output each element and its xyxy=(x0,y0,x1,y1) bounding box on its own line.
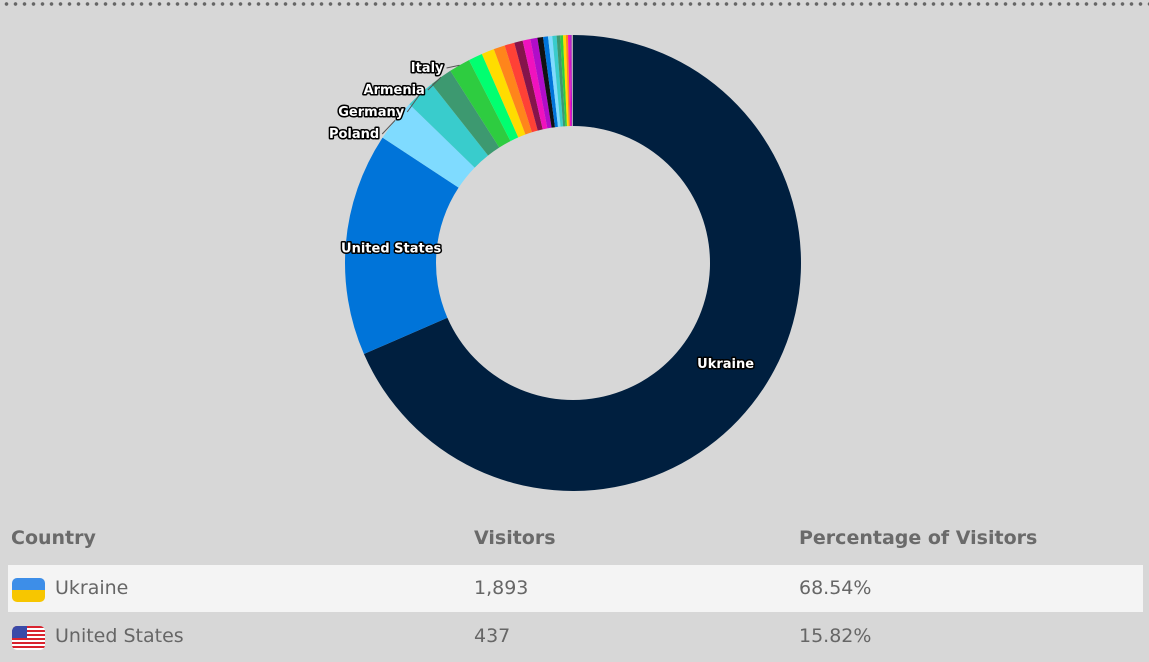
visitors-percent: 68.54% xyxy=(799,577,872,599)
donut-chart: Ukraine United States Poland Germany Armenia… xyxy=(327,35,801,491)
slice-other-15[interactable] xyxy=(548,35,561,127)
header-percentage: Percentage of Visitors xyxy=(799,527,1038,549)
slice-other-18[interactable] xyxy=(560,35,567,127)
country-name: Ukraine xyxy=(55,577,129,599)
slice-poland[interactable] xyxy=(382,104,475,188)
data-label: Poland xyxy=(329,127,379,142)
country-name: United States xyxy=(55,625,184,647)
slice-other-13[interactable] xyxy=(537,36,555,128)
data-label: Germany xyxy=(338,105,404,120)
dotted-border xyxy=(0,0,1149,8)
slice-ukraine[interactable] xyxy=(363,35,801,491)
slice-other-12[interactable] xyxy=(530,37,552,129)
slice-other-6[interactable] xyxy=(468,53,519,142)
slice-other-20[interactable] xyxy=(565,35,570,127)
slice-other-23[interactable] xyxy=(571,35,573,127)
visitors-percent: 15.82% xyxy=(799,625,872,647)
data-label: Armenia xyxy=(364,83,425,98)
slice-other-14[interactable] xyxy=(543,36,558,128)
label-leader-line xyxy=(381,119,396,135)
visitors-count: 437 xyxy=(474,625,511,647)
slice-germany[interactable] xyxy=(409,84,489,168)
data-label: Italy xyxy=(411,61,444,76)
data-label: Ukraine xyxy=(697,357,754,372)
slice-other-9[interactable] xyxy=(504,42,538,133)
slice-italy[interactable] xyxy=(450,60,511,148)
visitors-count: 1,893 xyxy=(474,577,529,599)
label-leader-line xyxy=(406,93,421,113)
slice-other-8[interactable] xyxy=(493,45,532,135)
slice-other-7[interactable] xyxy=(481,49,526,138)
slice-united-states[interactable] xyxy=(345,137,459,355)
ukraine-flag-icon xyxy=(12,578,45,602)
data-label: United States xyxy=(341,241,442,256)
slice-other-22[interactable] xyxy=(570,35,573,127)
slice-armenia[interactable] xyxy=(431,70,500,156)
slice-other-17[interactable] xyxy=(556,35,566,127)
table-row[interactable]: United States 437 15.82% xyxy=(8,613,1143,660)
slice-other-16[interactable] xyxy=(552,35,564,127)
slice-other-11[interactable] xyxy=(522,39,548,130)
slice-other-10[interactable] xyxy=(514,40,543,131)
slice-other-21[interactable] xyxy=(567,35,572,127)
table-row[interactable]: Ukraine 1,893 68.54% xyxy=(8,565,1143,612)
slice-other-19[interactable] xyxy=(562,35,569,127)
label-leader-line xyxy=(427,76,442,91)
header-visitors: Visitors xyxy=(474,527,556,549)
header-country: Country xyxy=(11,527,96,549)
us-flag-icon xyxy=(12,626,45,650)
label-leader-line xyxy=(446,64,460,69)
